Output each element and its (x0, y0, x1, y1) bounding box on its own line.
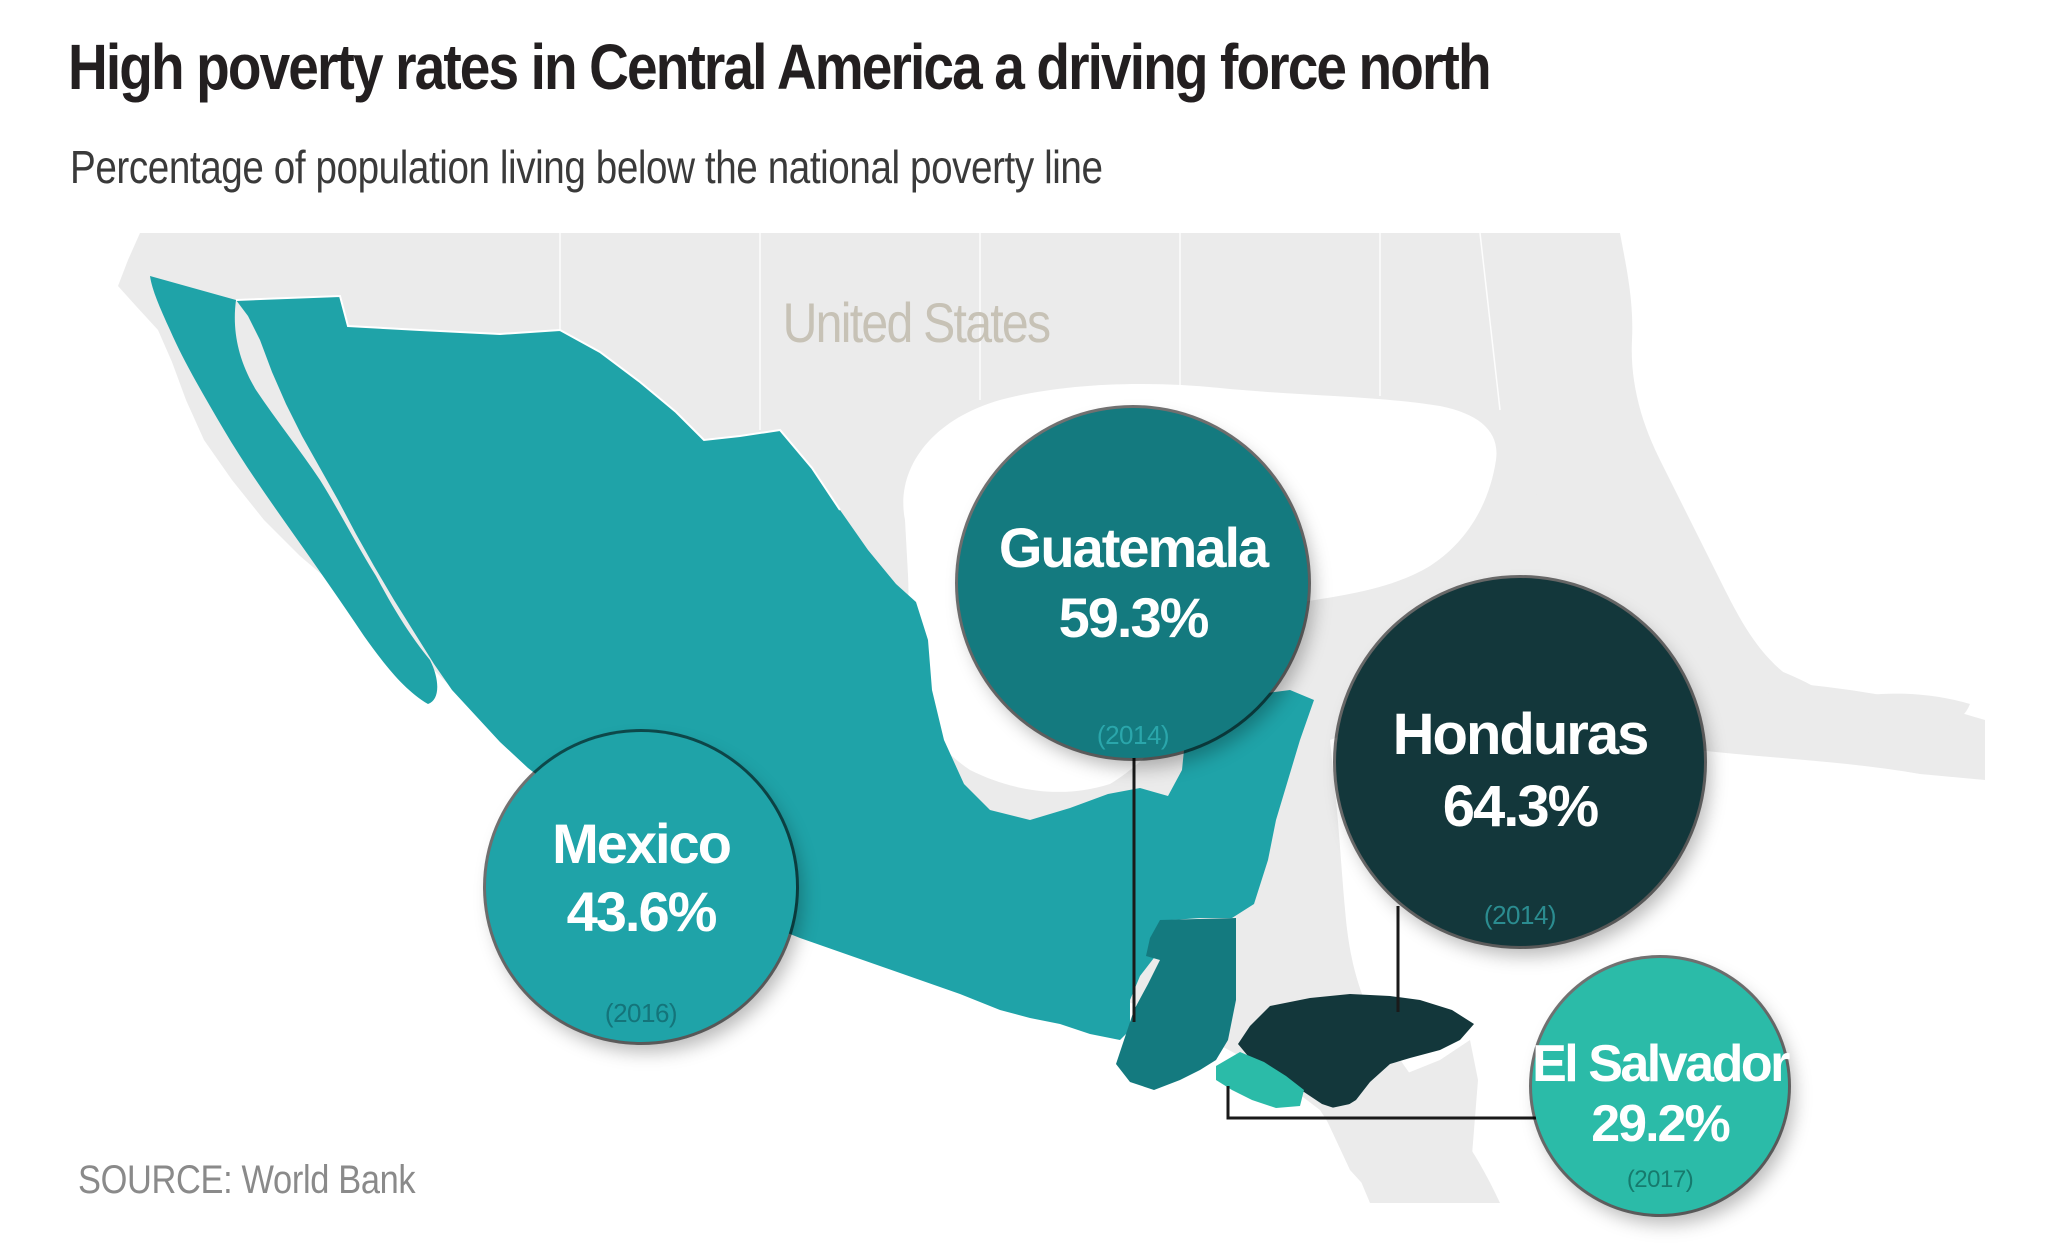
florida (1520, 390, 1636, 590)
chart-subtitle: Percentage of population living below th… (70, 141, 1103, 193)
guatemala-value: 59.3% (1058, 586, 1210, 649)
honduras-value: 64.3% (1442, 774, 1599, 839)
source-note: SOURCE: World Bank (78, 1158, 416, 1202)
chart-title: High poverty rates in Central America a … (68, 31, 1492, 103)
state-lines (559, 232, 1501, 430)
mexico-year: (2016) (604, 998, 678, 1028)
belize-shape (1236, 926, 1268, 1020)
el-salvador-value: 29.2% (1591, 1095, 1730, 1153)
hispaniola (1840, 693, 1970, 737)
el-salvador-name: El Salvador (1532, 1035, 1790, 1093)
nicaragua-shape (1322, 1040, 1478, 1203)
honduras-name: Honduras (1392, 702, 1650, 767)
honduras-shape (1238, 994, 1474, 1110)
honduras-year: (2014) (1483, 900, 1557, 930)
el-salvador-year: (2017) (1626, 1166, 1694, 1193)
atlantic-ocean (1620, 233, 1985, 720)
map-label-united-states: United States (783, 293, 1050, 355)
mexico-value: 43.6% (566, 880, 718, 943)
guatemala-bubble: Guatemala 59.3% (2014) (958, 408, 1308, 758)
el-salvador-shape (1216, 1052, 1304, 1108)
honduras-bubble: Honduras 64.3% (2014) (1336, 578, 1704, 946)
guatemala-name: Guatemala (998, 516, 1269, 579)
pacific-ocean (85, 233, 1370, 1203)
mexico-name: Mexico (552, 812, 732, 875)
us-mexico-border (235, 294, 841, 511)
el-salvador-bubble: El Salvador 29.2% (2017) (1532, 958, 1790, 1214)
guatemala-shape (1116, 918, 1236, 1090)
mexico-shape (236, 296, 1314, 1040)
el-salvador-leader-line (1226, 1086, 1536, 1120)
guatemala-year: (2014) (1096, 720, 1170, 750)
mexico-bubble: Mexico 43.6% (2016) (486, 732, 796, 1042)
baja-california (150, 276, 438, 704)
